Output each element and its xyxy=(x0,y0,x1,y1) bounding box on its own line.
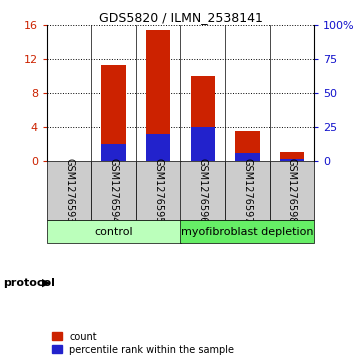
Bar xyxy=(146,30,170,161)
Text: GSM1276593: GSM1276593 xyxy=(64,158,74,223)
Bar xyxy=(91,161,136,220)
Text: GSM1276597: GSM1276597 xyxy=(242,158,252,223)
Bar xyxy=(101,144,126,161)
Bar xyxy=(180,220,314,243)
Bar xyxy=(47,220,180,243)
Text: control: control xyxy=(95,227,133,237)
Bar xyxy=(191,76,215,161)
Text: ▶: ▶ xyxy=(42,278,50,288)
Bar xyxy=(101,65,126,161)
Text: protocol: protocol xyxy=(4,278,56,288)
Text: GSM1276595: GSM1276595 xyxy=(153,158,163,223)
Bar xyxy=(136,161,180,220)
Bar xyxy=(235,153,260,161)
Bar xyxy=(191,127,215,161)
Bar xyxy=(270,161,314,220)
Text: myofibroblast depletion: myofibroblast depletion xyxy=(181,227,314,237)
Title: GDS5820 / ILMN_2538141: GDS5820 / ILMN_2538141 xyxy=(99,11,262,24)
Text: GSM1276596: GSM1276596 xyxy=(198,158,208,223)
Bar xyxy=(235,131,260,161)
Text: GSM1276598: GSM1276598 xyxy=(287,158,297,223)
Bar xyxy=(225,161,270,220)
Bar xyxy=(180,161,225,220)
Bar xyxy=(146,134,170,161)
Legend: count, percentile rank within the sample: count, percentile rank within the sample xyxy=(52,331,234,355)
Text: GSM1276594: GSM1276594 xyxy=(109,158,119,223)
Bar xyxy=(47,161,91,220)
Bar xyxy=(279,159,304,161)
Bar xyxy=(279,152,304,161)
